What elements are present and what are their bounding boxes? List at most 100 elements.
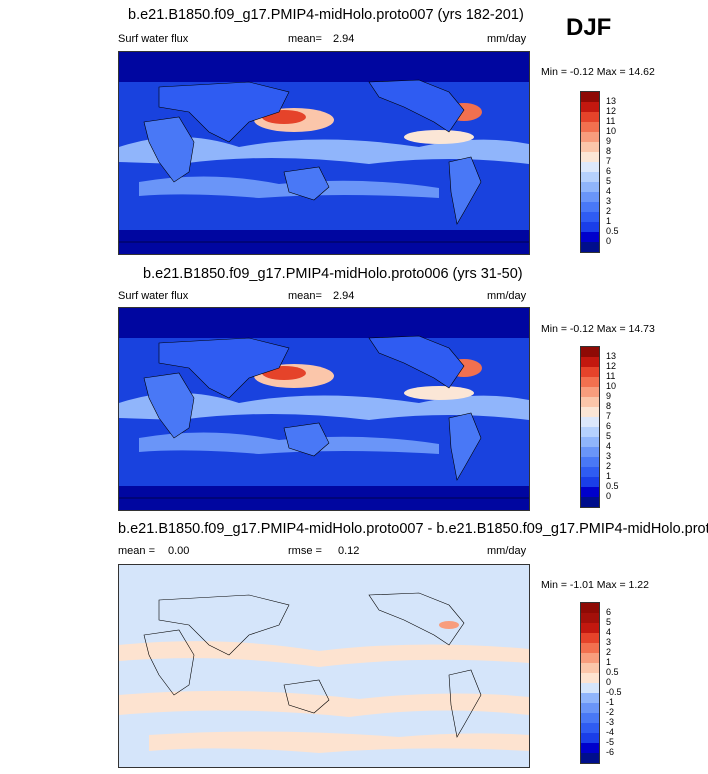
colorbar-swatch (581, 713, 599, 724)
panel1-mean-value: 2.94 (333, 33, 355, 45)
colorbar-swatch (581, 623, 599, 634)
colorbar-swatch (581, 377, 599, 388)
colorbar-tick-label: 11 (606, 371, 616, 381)
colorbar-swatch (581, 142, 599, 153)
panel2-variable-label: Surf water flux (118, 290, 189, 302)
colorbar-swatch (581, 497, 599, 508)
colorbar-tick-label: 3 (606, 196, 612, 206)
colorbar-tick-label: 9 (606, 391, 612, 401)
panel3-minmax: Min = -1.01 Max = 1.22 (541, 579, 649, 591)
colorbar-tick-label: 5 (606, 176, 612, 186)
colorbar-swatch (581, 192, 599, 203)
colorbar-swatch (581, 653, 599, 664)
colorbar-swatch (581, 357, 599, 368)
colorbar-tick-label: 12 (606, 106, 617, 116)
colorbar-tick-label: 5 (606, 431, 612, 441)
colorbar-tick-label: 2 (606, 647, 612, 657)
colorbar-tick-label: 0.5 (606, 226, 619, 236)
colorbar-swatch (581, 467, 599, 478)
colorbar-tick-label: 2 (606, 461, 612, 471)
colorbar-swatch (581, 212, 599, 223)
colorbar-swatch (581, 613, 599, 624)
colorbar-swatch (581, 437, 599, 448)
colorbar-swatch (581, 132, 599, 143)
colorbar-tick-label: 13 (606, 351, 617, 361)
colorbar-tick-label: 7 (606, 156, 612, 166)
colorbar-swatch (581, 457, 599, 468)
panel2-map (118, 307, 530, 511)
colorbar-tick-label: 0.5 (606, 481, 619, 491)
colorbar-swatch (581, 673, 599, 684)
colorbar-swatch (581, 222, 599, 233)
panel1-mean-label: mean= (288, 33, 322, 45)
panel3-units: mm/day (487, 545, 527, 557)
panel3-colorbar (580, 602, 600, 764)
colorbar-tick-label: 11 (606, 116, 616, 126)
colorbar-tick-label: -3 (606, 717, 615, 727)
colorbar-tick-label: 10 (606, 381, 617, 391)
colorbar-swatch (581, 92, 599, 103)
colorbar-tick-label: 9 (606, 136, 612, 146)
colorbar-swatch (581, 487, 599, 498)
colorbar-tick-label: -4 (606, 727, 615, 737)
colorbar-swatch (581, 232, 599, 243)
panel2-mean-value: 2.94 (333, 290, 355, 302)
colorbar-swatch (581, 162, 599, 173)
panel1-variable-label: Surf water flux (118, 33, 189, 45)
panel3-rmse-value: 0.12 (338, 545, 360, 557)
panel2-mean-label: mean= (288, 290, 322, 302)
colorbar-swatch (581, 663, 599, 674)
colorbar-swatch (581, 447, 599, 458)
colorbar-tick-label: 5 (606, 617, 612, 627)
colorbar-tick-label: 0.5 (606, 667, 619, 677)
colorbar-swatch (581, 397, 599, 408)
colorbar-tick-label: 2 (606, 206, 612, 216)
colorbar-swatch (581, 152, 599, 163)
colorbar-swatch (581, 703, 599, 714)
colorbar-swatch (581, 112, 599, 123)
colorbar-tick-label: 1 (606, 216, 612, 226)
colorbar-tick-label: 6 (606, 607, 612, 617)
colorbar-swatch (581, 182, 599, 193)
colorbar-swatch (581, 122, 599, 133)
colorbar-swatch (581, 733, 599, 744)
panel1-title: b.e21.B1850.f09_g17.PMIP4-midHolo.proto0… (128, 7, 524, 23)
panel1-units: mm/day (487, 33, 527, 45)
colorbar-swatch (581, 427, 599, 438)
season-label: DJF (566, 14, 612, 41)
colorbar-swatch (581, 202, 599, 213)
colorbar-tick-label: 1 (606, 657, 612, 667)
colorbar-swatch (581, 683, 599, 694)
panel3-mean-value: 0.00 (168, 545, 190, 557)
colorbar-swatch (581, 743, 599, 754)
colorbar-tick-label: 6 (606, 421, 612, 431)
colorbar-tick-label: 0 (606, 491, 612, 501)
colorbar-swatch (581, 347, 599, 358)
colorbar-tick-label: 8 (606, 146, 612, 156)
colorbar-tick-label: -6 (606, 747, 615, 757)
colorbar-swatch (581, 407, 599, 418)
colorbar-swatch (581, 387, 599, 398)
panel3-title: b.e21.B1850.f09_g17.PMIP4-midHolo.proto0… (118, 521, 708, 537)
panel1-minmax: Min = -0.12 Max = 14.62 (541, 66, 655, 78)
panel2-minmax: Min = -0.12 Max = 14.73 (541, 323, 655, 335)
colorbar-swatch (581, 367, 599, 378)
panel3-map (118, 564, 530, 768)
colorbar-swatch (581, 172, 599, 183)
colorbar-swatch (581, 242, 599, 253)
panel2-title: b.e21.B1850.f09_g17.PMIP4-midHolo.proto0… (143, 266, 523, 282)
colorbar-swatch (581, 643, 599, 654)
colorbar-tick-label: 0 (606, 677, 612, 687)
panel2-units: mm/day (487, 290, 527, 302)
panel3-field (119, 565, 529, 767)
colorbar-swatch (581, 417, 599, 428)
colorbar-tick-label: 3 (606, 637, 612, 647)
colorbar-swatch (581, 723, 599, 734)
colorbar-tick-label: 3 (606, 451, 612, 461)
panel1-map (118, 51, 530, 255)
panel2-colorbar (580, 346, 600, 508)
colorbar-swatch (581, 633, 599, 644)
colorbar-swatch (581, 603, 599, 614)
colorbar-tick-label: 0 (606, 236, 612, 246)
panel2-field (119, 308, 529, 510)
